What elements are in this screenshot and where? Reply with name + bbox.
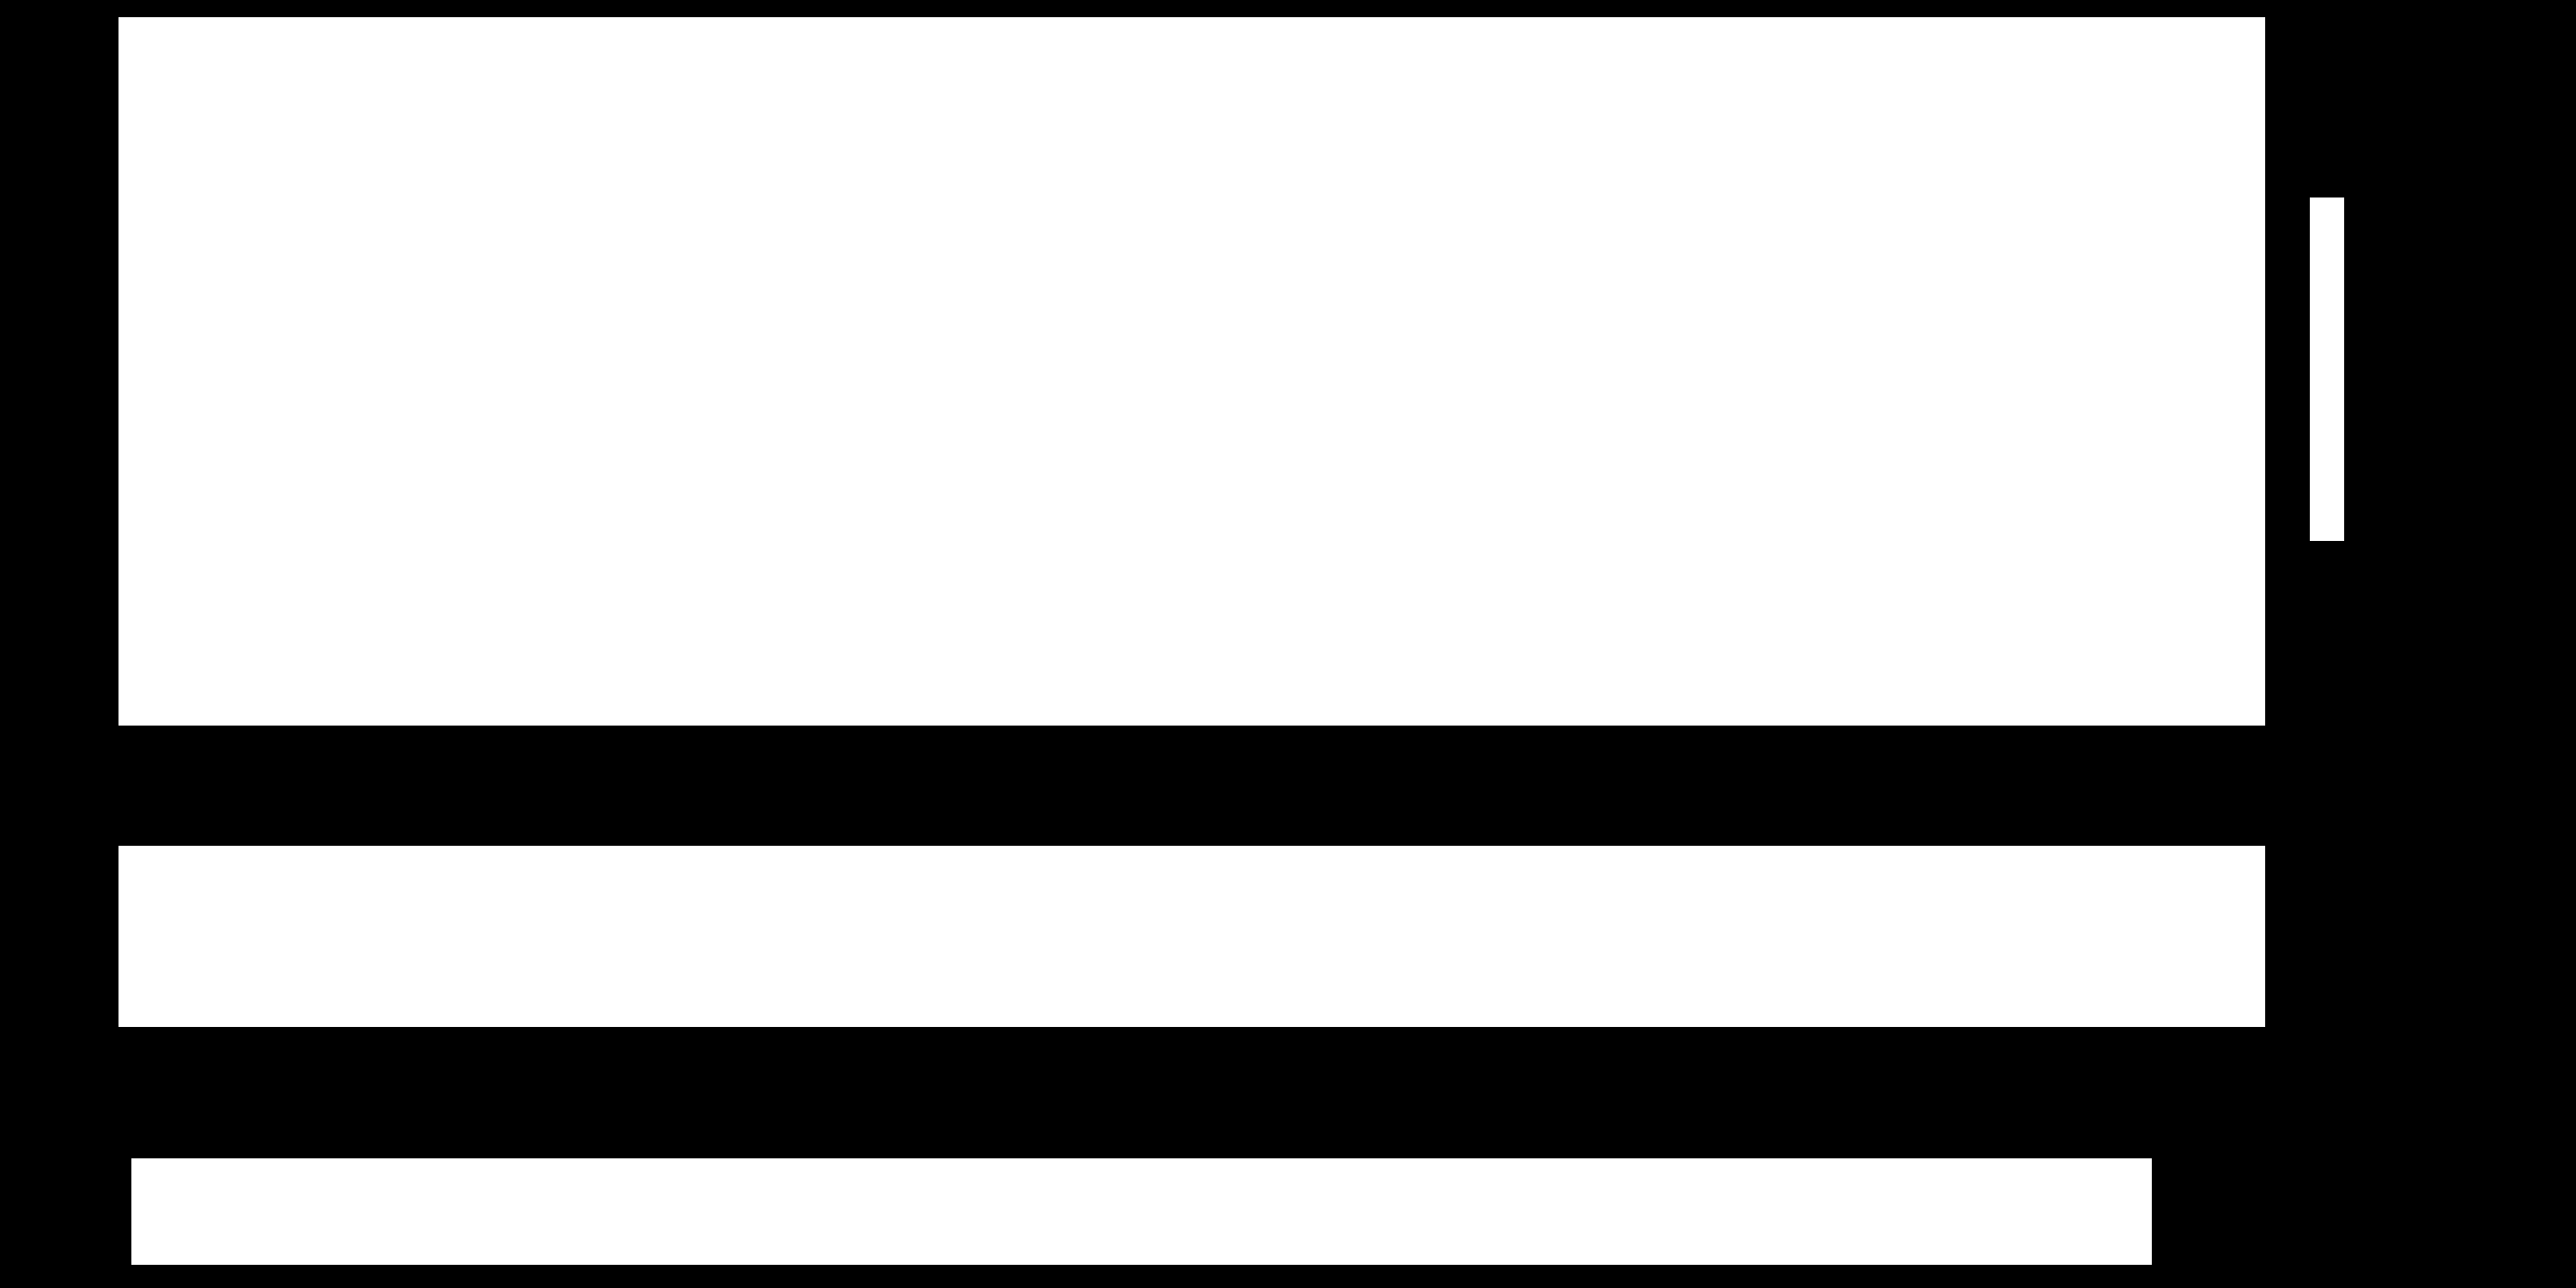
missing-values-bars bbox=[125, 856, 2258, 1018]
month-legend bbox=[2310, 197, 2344, 541]
month-distribution-bars bbox=[125, 50, 2258, 699]
month-chart-x-axis bbox=[125, 732, 2258, 835]
missing-values-chart bbox=[118, 846, 2265, 1027]
missing-values-legend bbox=[131, 1158, 2152, 1265]
missing-chart-x-axis bbox=[125, 1034, 2258, 1137]
month-distribution-chart bbox=[118, 17, 2265, 726]
